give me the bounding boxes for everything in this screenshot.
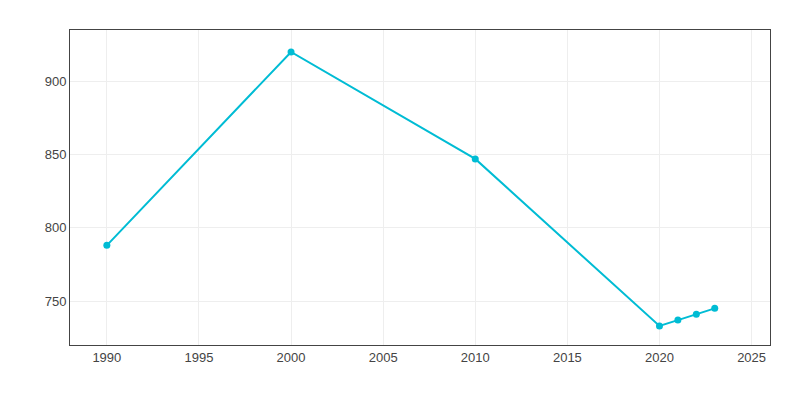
svg-text:1990: 1990 bbox=[92, 350, 121, 365]
svg-text:900: 900 bbox=[45, 74, 67, 89]
svg-text:2000: 2000 bbox=[277, 350, 306, 365]
svg-text:850: 850 bbox=[45, 147, 67, 162]
svg-text:750: 750 bbox=[45, 294, 67, 309]
svg-text:2020: 2020 bbox=[645, 350, 674, 365]
svg-text:2025: 2025 bbox=[737, 350, 766, 365]
svg-text:2005: 2005 bbox=[369, 350, 398, 365]
svg-text:800: 800 bbox=[45, 220, 67, 235]
svg-text:2010: 2010 bbox=[461, 350, 490, 365]
svg-text:2015: 2015 bbox=[553, 350, 582, 365]
svg-text:1995: 1995 bbox=[184, 350, 213, 365]
